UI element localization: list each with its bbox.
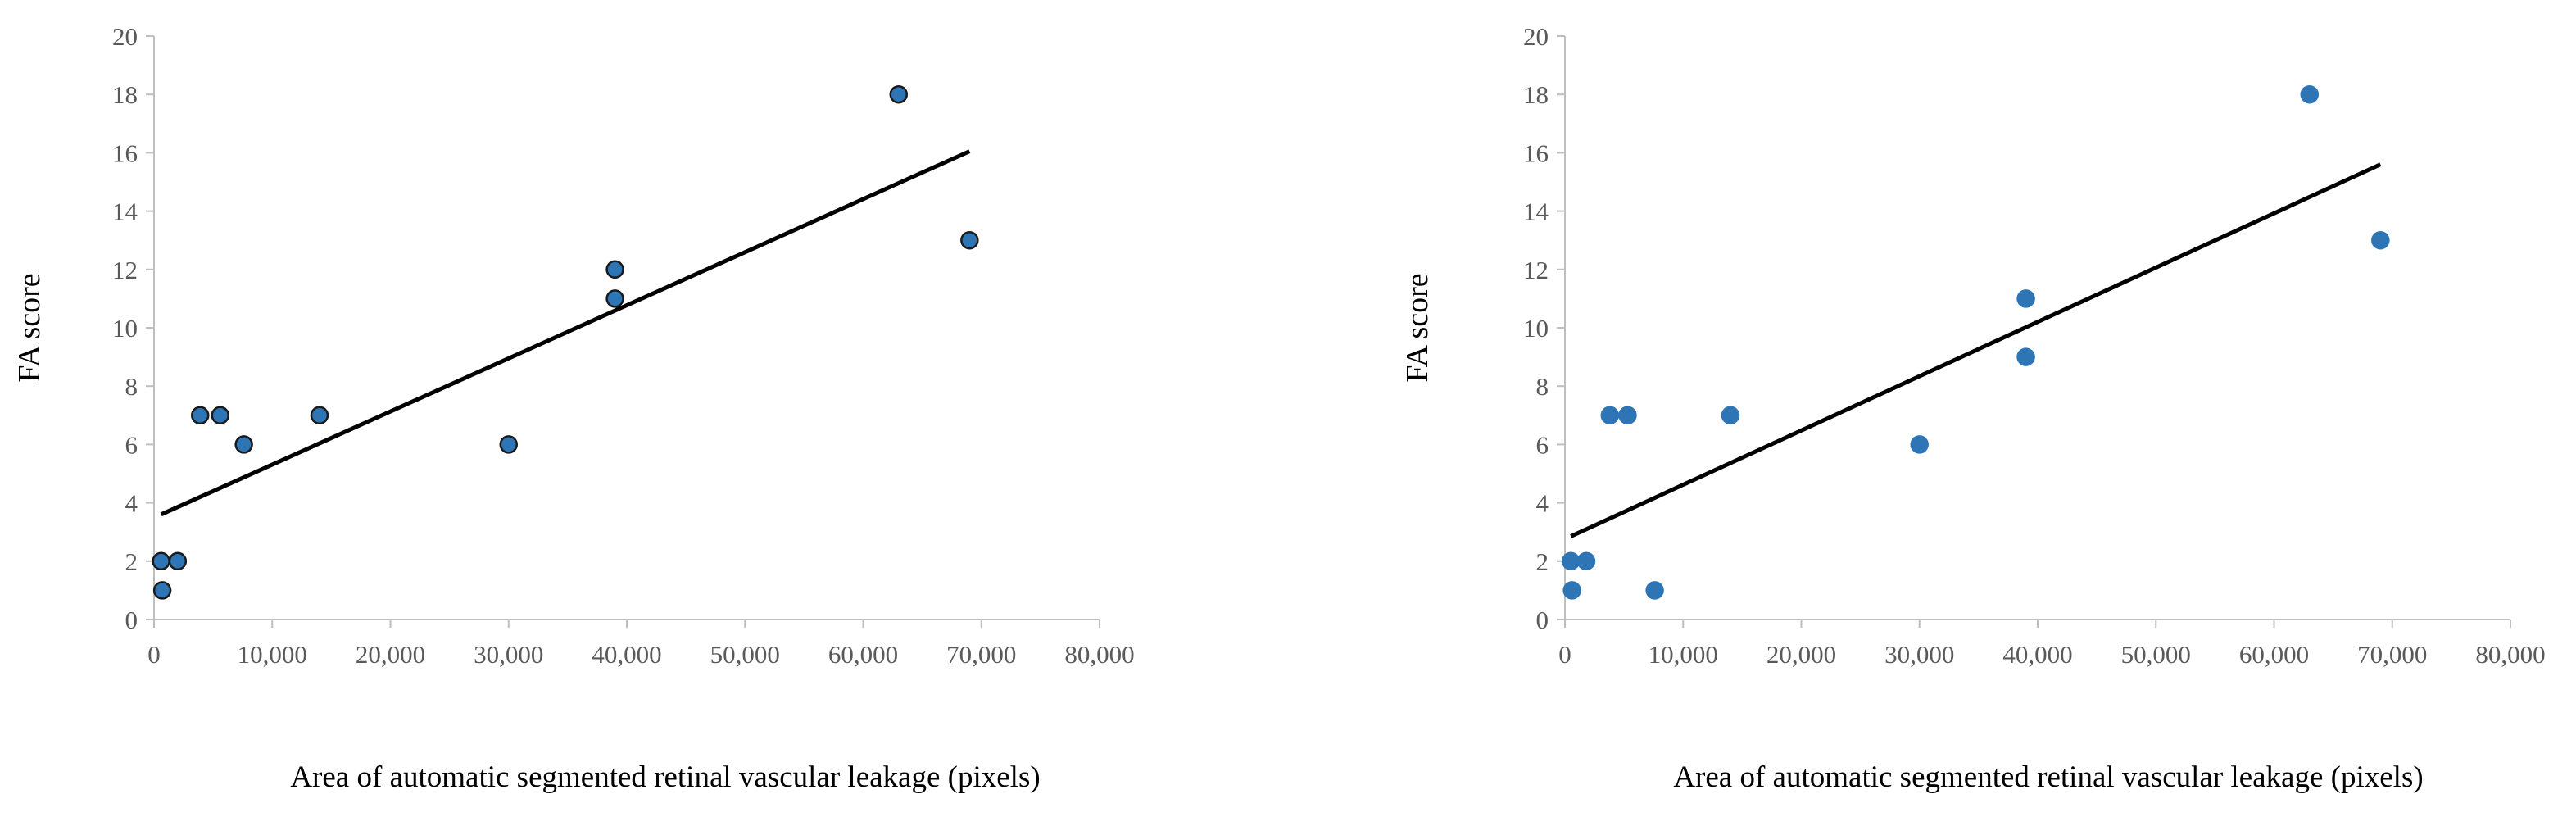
data-point — [168, 551, 188, 571]
data-point — [1561, 551, 1581, 571]
y-tick-label: 0 — [125, 606, 138, 634]
y-tick-label: 12 — [112, 256, 138, 284]
y-tick-label: 4 — [125, 489, 138, 518]
data-point — [1562, 581, 1581, 600]
y-tick-label: 18 — [1523, 80, 1549, 109]
y-tick-label: 8 — [1536, 372, 1549, 401]
data-point — [1618, 406, 1637, 425]
y-axis-label: FA score — [12, 273, 47, 382]
x-tick-label: 30,000 — [1884, 640, 1954, 669]
data-point — [1910, 435, 1929, 454]
data-point — [1600, 406, 1620, 425]
x-tick-label: 50,000 — [2121, 640, 2191, 669]
y-tick-label: 20 — [1523, 22, 1549, 51]
trendline — [1570, 162, 2382, 538]
y-tick-label: 16 — [1523, 138, 1549, 167]
data-point — [960, 230, 979, 250]
y-tick-label: 14 — [112, 197, 138, 226]
data-point — [605, 260, 624, 279]
y-tick-label: 4 — [1536, 489, 1549, 518]
y-tick-label: 6 — [125, 430, 138, 459]
chart-right: FA score Area of automatic segmented ret… — [1400, 22, 2546, 794]
y-tick-label: 12 — [1523, 256, 1549, 284]
x-tick-label: 60,000 — [2239, 640, 2309, 669]
data-point — [234, 435, 253, 454]
y-tick-label: 0 — [1536, 606, 1549, 634]
y-tick-label: 10 — [112, 314, 138, 343]
y-tick-label: 18 — [112, 80, 138, 109]
y-tick-label: 20 — [112, 22, 138, 51]
y-tick-label: 2 — [1536, 547, 1549, 576]
y-tick-label: 14 — [1523, 197, 1549, 226]
y-tick-label: 8 — [125, 372, 138, 401]
data-point — [152, 581, 172, 600]
data-point — [211, 406, 230, 425]
data-point — [889, 84, 909, 104]
y-tick-label: 10 — [1523, 314, 1549, 343]
y-tick-label: 6 — [1536, 430, 1549, 459]
data-point — [191, 406, 210, 425]
data-point — [1721, 406, 1740, 425]
x-tick-label: 10,000 — [1649, 640, 1718, 669]
x-tick-label: 20,000 — [1766, 640, 1836, 669]
data-point — [1576, 551, 1596, 571]
data-point — [152, 551, 170, 571]
data-point — [2300, 84, 2320, 104]
x-tick-label: 10,000 — [238, 640, 307, 669]
trendline — [160, 149, 971, 517]
x-tick-label: 30,000 — [474, 640, 543, 669]
x-tick-label: 60,000 — [828, 640, 898, 669]
x-tick-label: 70,000 — [2357, 640, 2427, 669]
x-tick-label: 50,000 — [710, 640, 780, 669]
x-tick-label: 0 — [147, 640, 161, 669]
data-point — [499, 435, 518, 454]
data-point — [605, 289, 624, 308]
x-axis-label: Area of automatic segmented retinal vasc… — [290, 760, 1040, 794]
y-axis-label: FA score — [1400, 273, 1435, 382]
data-point — [2016, 289, 2035, 308]
x-tick-label: 40,000 — [592, 640, 661, 669]
mark-group — [152, 84, 979, 600]
mark-group — [1561, 84, 2390, 600]
x-tick-label: 70,000 — [946, 640, 1016, 669]
tick-group: 0 2 4 6 8 10 12 14 16 18 20 0 10,000 20,000 30,000 40,0… — [112, 22, 1135, 669]
chart-left: FA score Area of automatic segmented ret… — [12, 22, 1135, 794]
y-tick-label: 16 — [112, 138, 138, 167]
x-tick-label: 80,000 — [2475, 640, 2545, 669]
data-point — [2016, 347, 2035, 366]
x-tick-label: 0 — [1558, 640, 1571, 669]
x-axis-label: Area of automatic segmented retinal vasc… — [1673, 760, 2423, 794]
data-point — [1645, 581, 1664, 600]
x-tick-label: 80,000 — [1064, 640, 1134, 669]
x-tick-label: 40,000 — [2002, 640, 2072, 669]
data-point — [310, 406, 329, 425]
tick-group: 0 2 4 6 8 10 12 14 16 18 20 0 10,000 20,000 30,000 40,0… — [1523, 22, 2546, 669]
data-point — [2371, 230, 2390, 250]
x-tick-label: 20,000 — [356, 640, 425, 669]
y-tick-label: 2 — [125, 547, 138, 576]
